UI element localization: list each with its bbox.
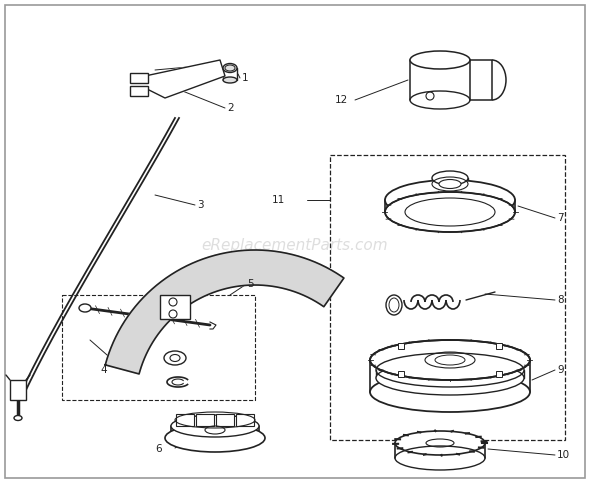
Ellipse shape [439, 180, 461, 188]
Text: 9: 9 [557, 365, 563, 375]
Bar [216, 414, 234, 426]
Ellipse shape [395, 431, 485, 455]
Text: 7: 7 [557, 213, 563, 223]
Text: 5: 5 [247, 279, 254, 289]
Ellipse shape [385, 192, 515, 232]
Ellipse shape [385, 180, 515, 220]
Text: 6: 6 [155, 444, 162, 454]
Text: 2: 2 [227, 103, 234, 113]
Polygon shape [145, 60, 225, 98]
Ellipse shape [410, 51, 470, 69]
Ellipse shape [432, 171, 468, 185]
Bar [10, 380, 26, 400]
Bar [398, 343, 404, 349]
Text: 12: 12 [335, 95, 348, 105]
Ellipse shape [171, 415, 259, 437]
Ellipse shape [376, 361, 524, 395]
Ellipse shape [223, 63, 237, 72]
Text: 3: 3 [197, 200, 204, 210]
Bar [398, 371, 404, 377]
Text: 1: 1 [242, 73, 248, 83]
Polygon shape [105, 250, 344, 374]
Bar [130, 73, 148, 83]
Bar [196, 414, 214, 426]
Bar [130, 86, 148, 96]
Bar [330, 155, 565, 440]
Ellipse shape [167, 377, 189, 387]
Bar [62, 295, 255, 400]
Bar [497, 371, 503, 377]
Ellipse shape [164, 351, 186, 365]
Ellipse shape [165, 424, 265, 452]
Text: 10: 10 [557, 450, 570, 460]
Text: 8: 8 [557, 295, 563, 305]
Ellipse shape [386, 295, 402, 315]
Ellipse shape [79, 304, 91, 312]
Text: 11: 11 [272, 195, 285, 205]
Ellipse shape [370, 340, 530, 380]
Text: 4: 4 [100, 365, 107, 375]
Bar [236, 414, 254, 426]
Ellipse shape [370, 372, 530, 412]
Ellipse shape [14, 415, 22, 421]
Ellipse shape [223, 77, 237, 83]
Text: eReplacementParts.com: eReplacementParts.com [202, 238, 388, 253]
Bar [160, 295, 190, 319]
Bar [176, 414, 194, 426]
Bar [497, 343, 503, 349]
